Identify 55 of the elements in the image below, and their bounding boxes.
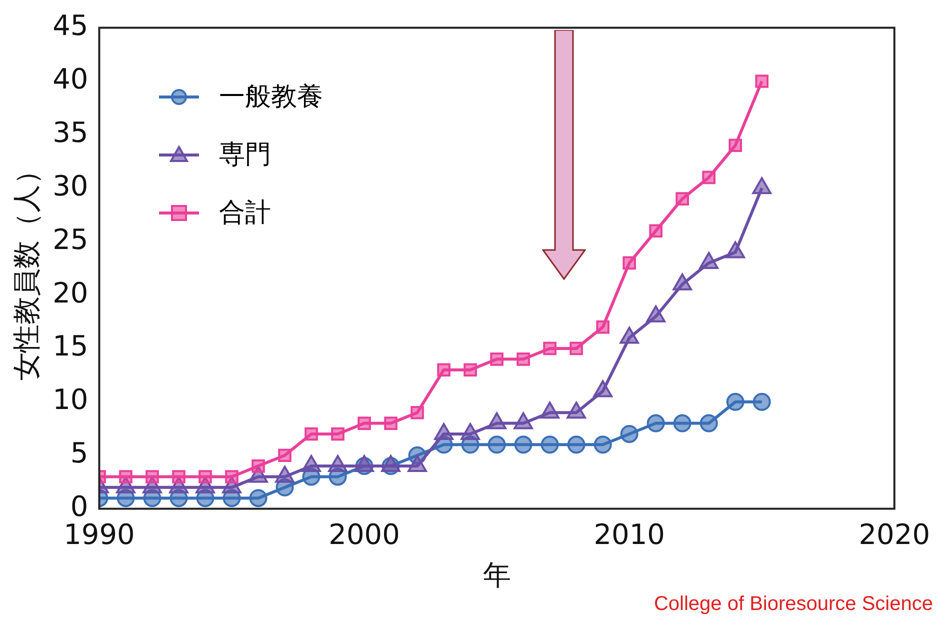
point [464, 363, 477, 376]
point [304, 427, 318, 441]
y-tick-label: 20 [52, 276, 88, 310]
x-tick-label: 2020 [858, 518, 930, 551]
x-axis-title: 年 [482, 558, 511, 592]
y-tick-label: 30 [52, 169, 88, 202]
legend-label: 一般教養 [219, 81, 324, 114]
point [726, 392, 744, 411]
point [514, 436, 532, 454]
point [358, 416, 371, 430]
point [702, 170, 716, 184]
point [700, 414, 718, 432]
point [594, 436, 612, 454]
point [676, 192, 689, 206]
point [649, 224, 662, 238]
point [384, 416, 398, 430]
point [252, 459, 265, 473]
point [728, 138, 742, 152]
point [620, 424, 638, 443]
point [198, 470, 212, 484]
x-tick-label: 2000 [328, 518, 400, 551]
point [119, 470, 132, 484]
y-tick-label: 15 [52, 330, 88, 363]
point [543, 342, 556, 356]
y-tick-label: 35 [52, 116, 88, 149]
point [410, 406, 424, 420]
point [516, 352, 530, 366]
point [172, 470, 186, 484]
point [249, 489, 268, 508]
point [596, 320, 610, 334]
point [331, 427, 344, 441]
point [646, 414, 665, 432]
y-tick-label: 40 [52, 62, 88, 96]
point [570, 342, 583, 356]
point [755, 74, 769, 88]
y-axis-title: 女性教員数（人） [10, 156, 44, 380]
point [278, 448, 292, 462]
point [567, 436, 586, 454]
y-tick-label: 10 [52, 383, 88, 416]
point [146, 470, 159, 484]
x-tick-label: 2010 [594, 518, 665, 551]
point [225, 470, 238, 484]
point [437, 363, 450, 376]
text: College of Bioresource Science [654, 593, 933, 616]
point [488, 436, 506, 454]
point [540, 436, 559, 454]
point [673, 414, 692, 432]
point [622, 256, 636, 270]
y-tick-label: 5 [70, 436, 88, 470]
point [490, 352, 504, 366]
legend-label: 合計 [219, 197, 272, 230]
y-tick-label: 45 [52, 9, 88, 42]
legend-label: 専門 [219, 139, 272, 172]
point [752, 392, 771, 411]
y-tick-label: 25 [52, 222, 88, 256]
